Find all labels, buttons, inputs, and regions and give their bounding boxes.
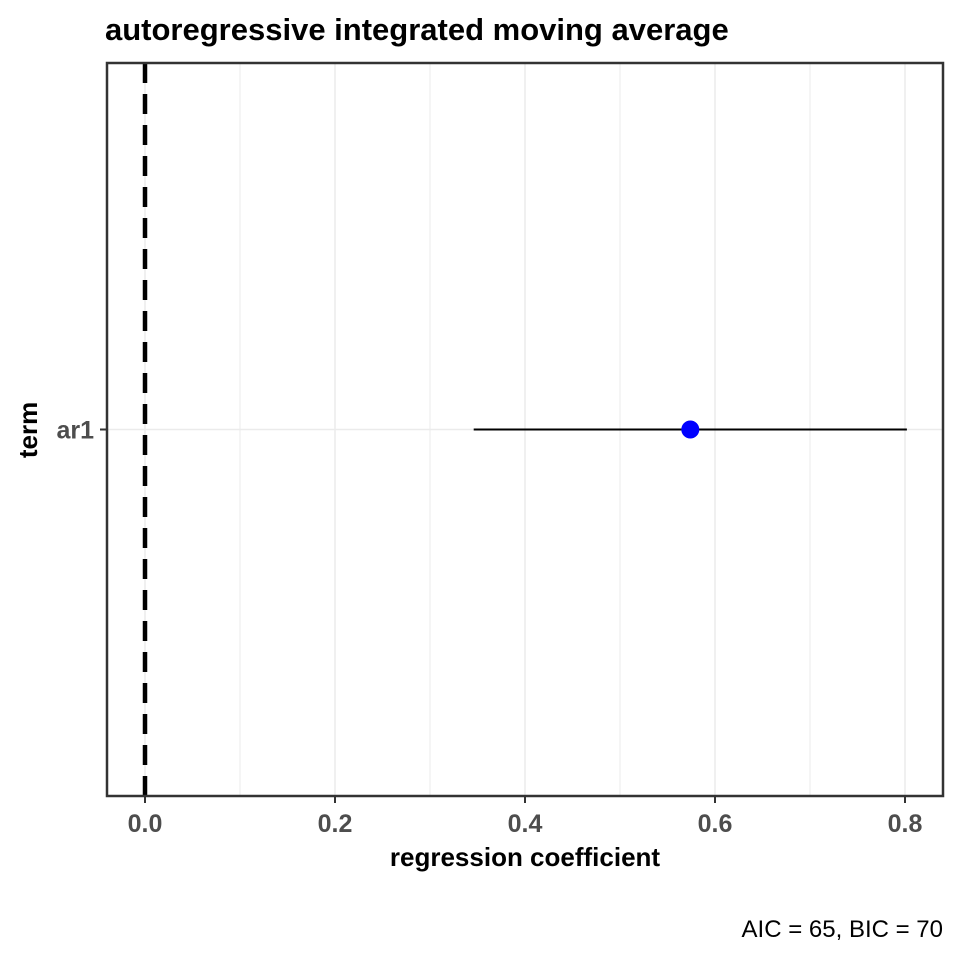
x-tick-label: 0.8	[888, 810, 923, 838]
marks	[473, 420, 907, 439]
x-tick-label: 0.2	[318, 810, 353, 838]
x-tick-label: 0.0	[128, 810, 163, 838]
y-axis-title: term	[13, 402, 43, 458]
x-axis-title: regression coefficient	[390, 842, 661, 872]
caption: AIC = 65, BIC = 70	[742, 916, 943, 943]
x-tick-label: 0.4	[508, 810, 543, 838]
x-axis: 0.0 0.2 0.4 0.6 0.8	[128, 796, 923, 838]
y-tick-label: ar1	[56, 417, 94, 445]
x-tick-label: 0.6	[698, 810, 733, 838]
y-axis: ar1	[56, 417, 107, 445]
chart-title: autoregressive integrated moving average	[105, 12, 729, 47]
point-ar1	[681, 420, 700, 439]
